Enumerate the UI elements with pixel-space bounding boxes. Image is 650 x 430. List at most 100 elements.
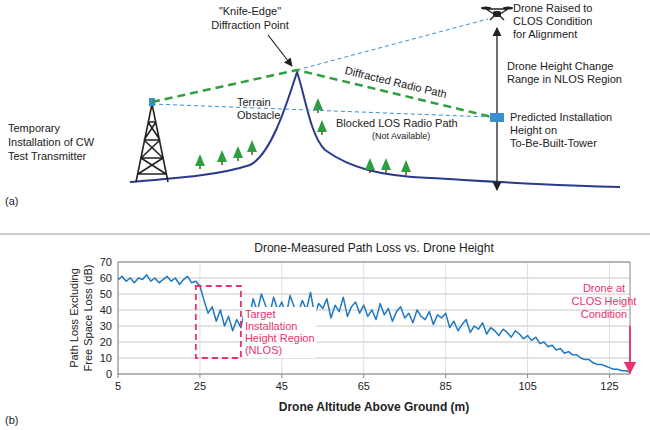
tick-label: 10: [100, 352, 112, 364]
plot-area: [118, 275, 630, 373]
axis-title: Free Space Loss (dB): [82, 265, 94, 372]
blocked-los-path: [152, 104, 490, 117]
grid-line: [118, 358, 630, 359]
target-region: [196, 286, 241, 358]
drone-body: [493, 11, 501, 17]
grid-line: [118, 326, 630, 327]
tree: [195, 154, 205, 166]
height-range-arrow: [496, 28, 497, 190]
grid-line: [445, 262, 446, 374]
tree: [401, 160, 411, 172]
label: To-Be-Built-Tower: [510, 137, 597, 149]
tick-label: 25: [194, 380, 206, 392]
tick-label: 105: [518, 380, 536, 392]
panel-label: (a): [5, 195, 18, 207]
annotation-text: Drone at: [583, 282, 625, 294]
separator: [0, 234, 650, 235]
tick-label: 85: [440, 380, 452, 392]
grid-line: [118, 278, 630, 279]
data-line: [118, 275, 630, 373]
label: Diffracted Radio Path: [344, 64, 448, 100]
annotation-arrow: [629, 326, 631, 373]
tree: [313, 98, 323, 110]
label: Range in NLOS Region: [507, 73, 622, 85]
grid-line: [118, 310, 630, 311]
grid-line: [199, 262, 200, 374]
tree: [233, 146, 243, 158]
grid-line: [118, 342, 630, 343]
annotation-text: Height Region: [245, 332, 315, 344]
annotation-text: Installation: [245, 320, 298, 332]
tick-label: 5: [115, 380, 121, 392]
annotation: TargetInstallationHeight Region(NLOS): [243, 307, 317, 358]
grid-line: [527, 262, 528, 374]
label: Diffraction Point: [211, 19, 288, 31]
chart-title: Drone-Measured Path Loss vs. Drone Heigh…: [254, 241, 494, 255]
tree: [217, 150, 227, 162]
tick-label: 30: [100, 320, 112, 332]
tower: [136, 104, 168, 182]
tick-label: 45: [276, 380, 288, 392]
clos-path: [297, 19, 488, 70]
pointer-arrow: [268, 35, 292, 66]
tick-label: 50: [100, 288, 112, 300]
label: (Not Available): [372, 131, 430, 141]
label: Installation of CW: [8, 136, 95, 148]
tree: [365, 158, 375, 170]
tick-mark: [199, 374, 200, 378]
tick-mark: [609, 374, 610, 378]
label: Temporary: [8, 122, 60, 134]
label: Obstacle: [237, 109, 280, 121]
tick-mark: [445, 374, 446, 378]
tree-trunk: [251, 152, 253, 155]
tick-label: 125: [600, 380, 618, 392]
rotor: [503, 7, 513, 10]
label: "Knife-Edge": [219, 5, 281, 17]
tick-label: 65: [358, 380, 370, 392]
tree-trunk: [321, 132, 323, 135]
tick-mark: [118, 374, 119, 378]
tick-label: 70: [100, 256, 112, 268]
annotation-text: Target: [245, 308, 276, 320]
panel-label: (b): [5, 414, 18, 426]
label: Drone Raised to: [513, 2, 593, 14]
tree: [247, 140, 257, 152]
label: Terrain: [237, 96, 271, 108]
tree-trunk: [369, 170, 371, 173]
label: Drone Height Change: [507, 60, 613, 72]
tree-trunk: [199, 166, 201, 169]
tick-mark: [363, 374, 364, 378]
grid-line: [363, 262, 364, 374]
tick-label: 0: [106, 368, 112, 380]
rotor: [481, 7, 491, 10]
plot-frame: [118, 262, 630, 374]
axis-title: Drone Altitude Above Ground (m): [279, 400, 469, 414]
tree-trunk: [385, 170, 387, 173]
tick-mark: [527, 374, 528, 378]
tree-trunk: [317, 110, 319, 113]
label-patch: [243, 307, 317, 358]
annotation-text: Condition: [581, 308, 627, 320]
label: Blocked LOS Radio Path: [336, 117, 458, 129]
label: Test Transmitter: [8, 150, 87, 162]
drone-arms: [486, 9, 508, 20]
tree-trunk: [405, 172, 407, 175]
grid-line: [118, 294, 630, 295]
tree-trunk: [237, 158, 239, 161]
tree: [317, 120, 327, 132]
drone-icon: [481, 7, 513, 21]
annotation-text: CLOS Height: [572, 295, 637, 307]
tick-label: 60: [100, 272, 112, 284]
tick-label: 40: [100, 304, 112, 316]
tree-trunk: [221, 162, 223, 165]
tick-label: 20: [100, 336, 112, 348]
tick-mark: [281, 374, 282, 378]
label: for Alignment: [513, 28, 577, 40]
installation-marker: [490, 113, 504, 122]
label: Height on: [510, 124, 557, 136]
label: CLOS Condition: [513, 15, 593, 27]
axis-title: Path Loss Excluding: [68, 268, 80, 368]
label: Predicted Installation: [510, 111, 612, 123]
annotation-text: (NLOS): [245, 344, 282, 356]
tower-frame: [136, 104, 168, 182]
